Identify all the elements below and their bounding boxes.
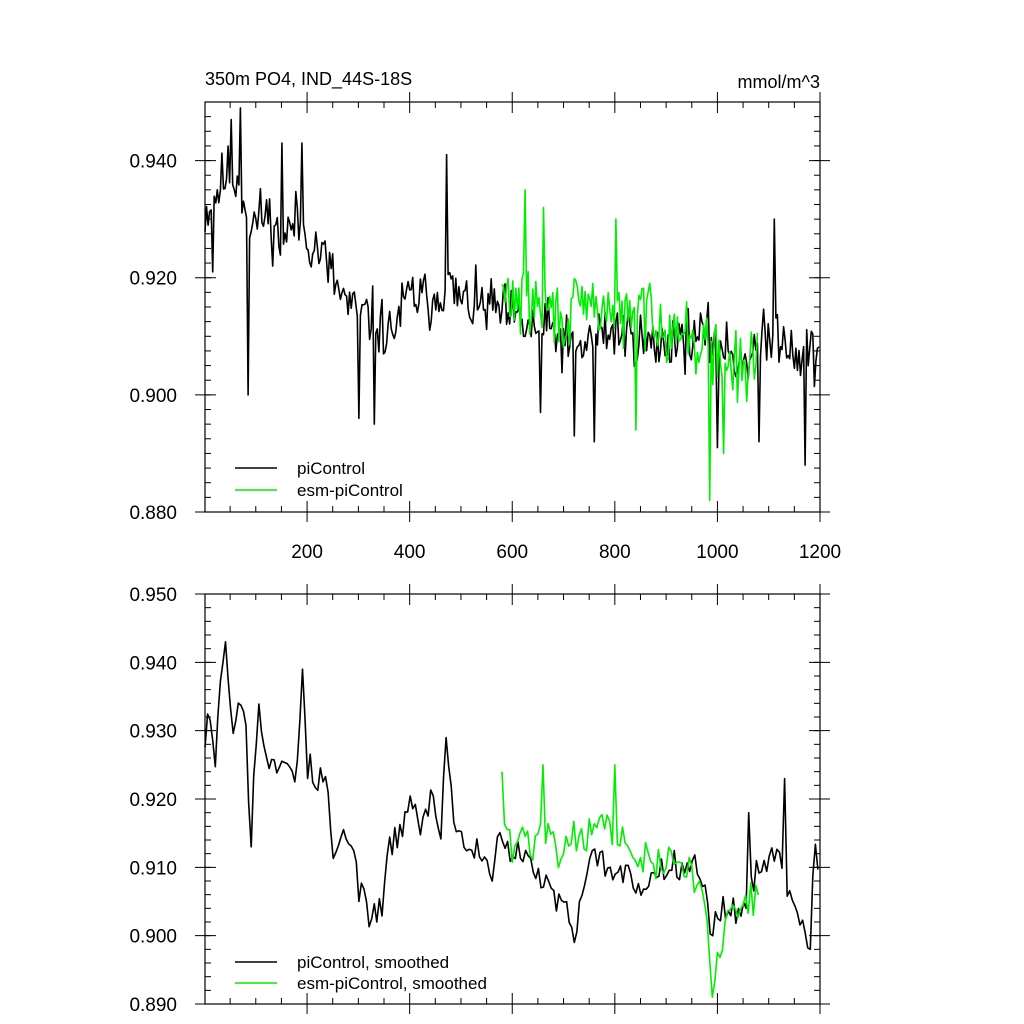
x-tick-label: 200 bbox=[291, 542, 323, 563]
bottom-series-group bbox=[204, 641, 819, 998]
legend-label: esm-piControl bbox=[297, 481, 403, 500]
top-panel-title: 350m PO4, IND_44S-18S bbox=[205, 69, 412, 90]
plot-frame-0 bbox=[204, 101, 821, 513]
series-line-0-1 bbox=[501, 189, 759, 502]
y-tick-label: 0.920 bbox=[129, 790, 177, 811]
y-tick-label: 0.900 bbox=[129, 927, 177, 948]
y-tick-label: 0.940 bbox=[129, 653, 177, 674]
y-tick-label: 0.900 bbox=[129, 386, 177, 407]
top-panel: 350m PO4, IND_44S-18S mmol/m^3 200 400 600… bbox=[129, 69, 841, 563]
bottom-axes: 0.890 0.900 0.910 0.920 0.930 0.940 0.950 bbox=[129, 584, 830, 1016]
x-tick-label: 400 bbox=[394, 542, 426, 563]
x-tick-label: 1200 bbox=[799, 542, 841, 563]
bottom-panel: 0.890 0.900 0.910 0.920 0.930 0.940 0.950 piCo… bbox=[129, 584, 830, 1016]
y-tick-label: 0.940 bbox=[129, 152, 177, 173]
y-tick-label: 0.910 bbox=[129, 858, 177, 879]
x-tick-label: 1000 bbox=[696, 542, 738, 563]
series-line-1-0 bbox=[204, 641, 819, 951]
top-panel-units: mmol/m^3 bbox=[738, 72, 820, 92]
legend-label: piControl, smoothed bbox=[297, 953, 449, 972]
y-tick-label: 0.880 bbox=[129, 503, 177, 524]
plot-frame-1 bbox=[204, 593, 821, 1005]
series-line-1-1 bbox=[501, 764, 760, 998]
legend-label: piControl bbox=[297, 459, 365, 478]
y-tick-label: 0.890 bbox=[129, 995, 177, 1016]
top-axes: 200 400 600 800 1000 1200 0.880 0.900 0.920 0.940 bbox=[129, 92, 841, 563]
y-tick-label: 0.920 bbox=[129, 269, 177, 290]
bottom-legend: piControl, smoothed esm-piControl, smooth… bbox=[235, 953, 487, 993]
top-series-group bbox=[204, 107, 820, 502]
y-tick-label: 0.950 bbox=[129, 585, 177, 606]
x-tick-label: 600 bbox=[496, 542, 528, 563]
y-tick-label: 0.930 bbox=[129, 722, 177, 743]
legend-label: esm-piControl, smoothed bbox=[297, 974, 487, 993]
x-tick-label: 800 bbox=[599, 542, 631, 563]
top-legend: piControl esm-piControl bbox=[235, 459, 403, 500]
